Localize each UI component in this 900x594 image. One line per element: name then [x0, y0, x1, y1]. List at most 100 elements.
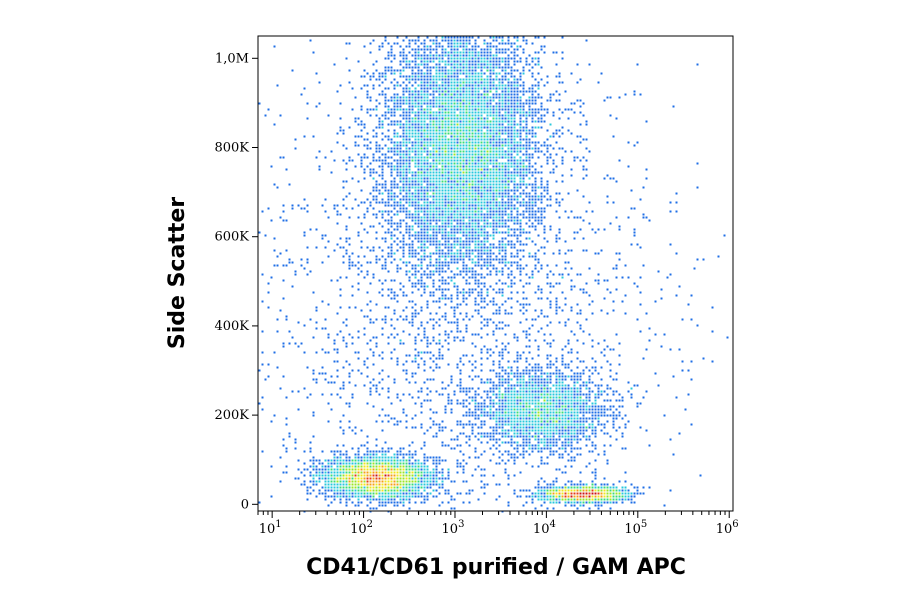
data-point	[546, 297, 549, 300]
data-point	[492, 39, 495, 42]
data-point	[369, 96, 372, 99]
data-point	[492, 165, 495, 168]
data-point	[423, 195, 426, 198]
data-point	[408, 117, 411, 120]
data-point	[405, 186, 408, 189]
data-point	[462, 231, 465, 234]
data-point	[495, 372, 498, 375]
data-point	[567, 129, 570, 132]
data-point	[489, 84, 492, 87]
data-point	[480, 168, 483, 171]
data-point	[486, 51, 489, 54]
data-point	[507, 81, 510, 84]
data-point	[528, 147, 531, 150]
data-point	[495, 141, 498, 144]
data-point	[399, 144, 402, 147]
data-point	[501, 177, 504, 180]
data-point	[384, 93, 387, 96]
data-point	[426, 45, 429, 48]
data-point	[525, 192, 528, 195]
data-point	[441, 108, 444, 111]
data-point	[426, 216, 429, 219]
data-point	[429, 270, 432, 273]
data-point	[447, 240, 450, 243]
data-point	[432, 117, 435, 120]
data-point	[447, 192, 450, 195]
data-point	[465, 93, 468, 96]
data-point	[477, 84, 480, 87]
data-point	[486, 144, 489, 147]
data-point	[504, 105, 507, 108]
data-point	[396, 201, 399, 204]
data-point	[408, 168, 411, 171]
data-point	[423, 162, 426, 165]
data-point	[282, 219, 285, 222]
data-point	[375, 216, 378, 219]
data-point	[375, 141, 378, 144]
data-point	[399, 150, 402, 153]
data-point	[528, 201, 531, 204]
data-point	[582, 360, 585, 363]
data-point	[387, 375, 390, 378]
data-point	[405, 273, 408, 276]
data-point	[381, 213, 384, 216]
data-point	[438, 300, 441, 303]
data-point	[474, 333, 477, 336]
data-point	[507, 216, 510, 219]
data-point	[468, 177, 471, 180]
data-point	[540, 171, 543, 174]
data-point	[423, 42, 426, 45]
data-point	[462, 276, 465, 279]
data-point	[387, 57, 390, 60]
data-point	[405, 243, 408, 246]
data-point	[534, 51, 537, 54]
data-point	[537, 81, 540, 84]
data-point	[624, 264, 627, 267]
data-point	[411, 183, 414, 186]
data-point	[447, 120, 450, 123]
data-point	[498, 351, 501, 354]
data-point	[489, 138, 492, 141]
data-point	[411, 60, 414, 63]
data-point	[531, 378, 534, 381]
data-point	[486, 183, 489, 186]
data-point	[402, 111, 405, 114]
data-point	[516, 36, 519, 39]
data-point	[465, 327, 468, 330]
data-point	[477, 207, 480, 210]
data-point	[402, 369, 405, 372]
data-point	[429, 54, 432, 57]
data-point	[375, 231, 378, 234]
data-point	[510, 312, 513, 315]
data-point	[507, 207, 510, 210]
data-point	[483, 156, 486, 159]
data-point	[348, 81, 351, 84]
data-point	[402, 66, 405, 69]
data-point	[282, 297, 285, 300]
data-point	[426, 144, 429, 147]
data-point	[471, 333, 474, 336]
data-point	[555, 129, 558, 132]
data-point	[576, 357, 579, 360]
data-point	[405, 360, 408, 363]
data-point	[519, 267, 522, 270]
data-point	[438, 147, 441, 150]
data-point	[561, 57, 564, 60]
data-point	[498, 204, 501, 207]
data-point	[474, 108, 477, 111]
data-point	[465, 114, 468, 117]
data-point	[465, 282, 468, 285]
data-point	[423, 66, 426, 69]
data-point	[432, 204, 435, 207]
data-point	[429, 126, 432, 129]
data-point	[555, 63, 558, 66]
data-point	[414, 342, 417, 345]
data-point	[471, 225, 474, 228]
data-point	[492, 288, 495, 291]
data-point	[531, 147, 534, 150]
data-point	[480, 192, 483, 195]
data-point	[435, 198, 438, 201]
data-point	[390, 291, 393, 294]
data-point	[627, 216, 630, 219]
data-point	[372, 198, 375, 201]
